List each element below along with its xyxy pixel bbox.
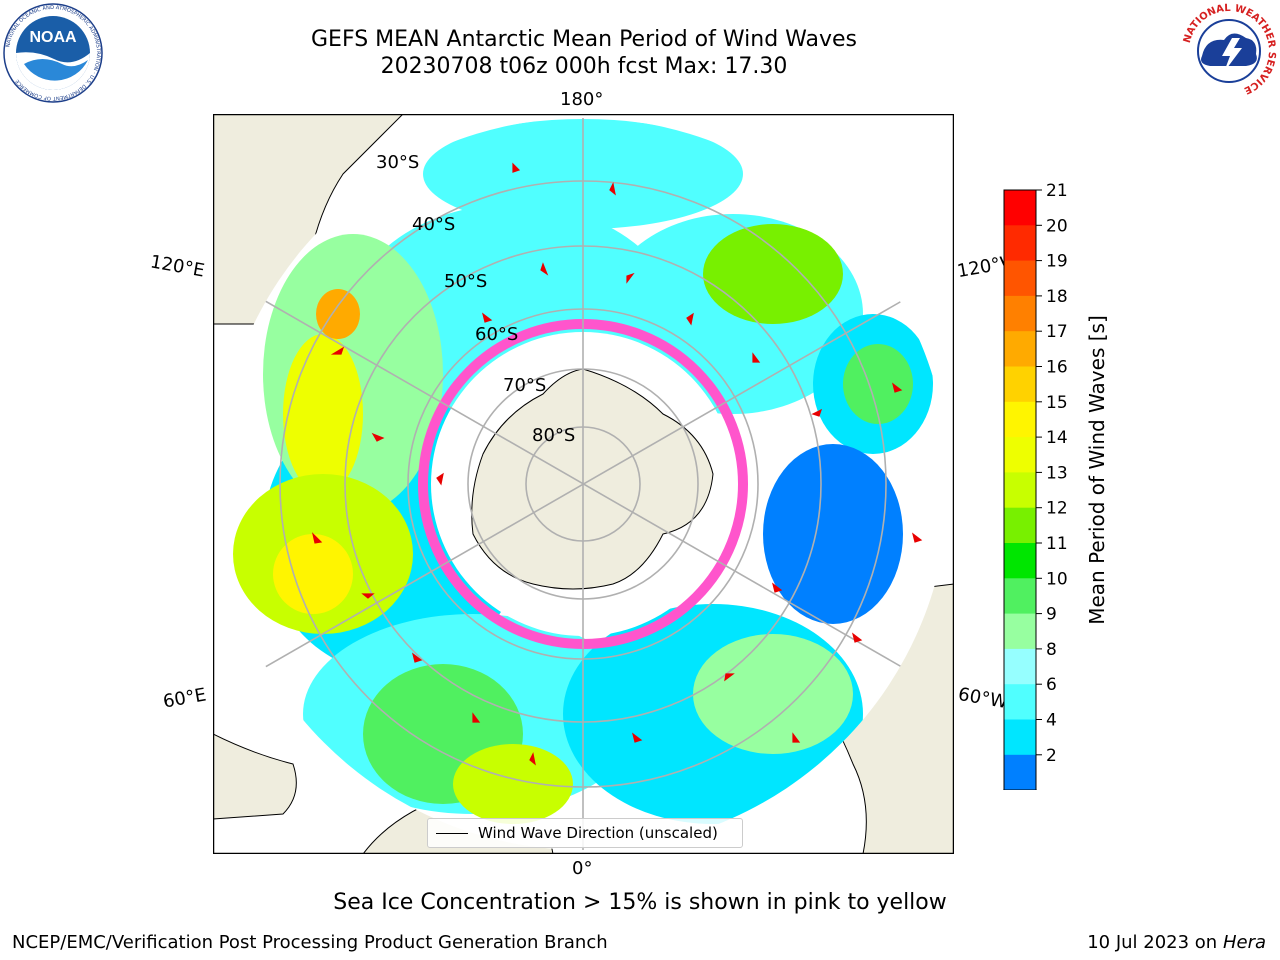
footer-credit: NCEP/EMC/Verification Post Processing Pr… — [12, 932, 608, 953]
lat-label-40s: 40°S — [412, 214, 456, 235]
lat-label-80s: 80°S — [532, 425, 576, 446]
colorbar: 21 20 19 18 17 16 15 14 13 12 11 10 9 8 6 4 2 — [1003, 181, 1068, 790]
colorbar-step — [1004, 684, 1036, 720]
colorbar-title: Mean Period of Wind Waves [s] — [1085, 315, 1109, 625]
colorbar-step — [1004, 543, 1036, 579]
nws-logo: NATIONAL WEATHER SERVICE — [1182, 3, 1277, 98]
map-legend: Wind Wave Direction (unscaled) — [427, 818, 743, 848]
colorbar-step — [1004, 366, 1036, 403]
colorbar-step — [1004, 401, 1036, 438]
chart-title: GEFS MEAN Antarctic Mean Period of Wind … — [311, 27, 857, 52]
colorbar-tick-label: 4 — [1046, 711, 1057, 731]
colorbar-tick-label: 17 — [1046, 322, 1068, 342]
lat-label-50s: 50°S — [444, 271, 488, 292]
noaa-logo: NOAA NATIONAL OCEANIC AND ATMOSPHERIC AD… — [3, 3, 103, 103]
colorbar-tick-label: 18 — [1046, 287, 1068, 307]
colorbar-step — [1004, 613, 1036, 650]
lon-label-left-upper: 120°E — [148, 251, 207, 282]
colorbar-step — [1004, 295, 1036, 332]
svg-text:NOAA: NOAA — [29, 29, 77, 46]
colorbar-tick-label: 14 — [1046, 428, 1068, 448]
footer-date-text: 10 Jul 2023 on — [1087, 932, 1218, 953]
lon-label-left-lower: 60°E — [161, 684, 208, 713]
colorbar-tick-label: 16 — [1046, 358, 1068, 378]
colorbar-step — [1004, 331, 1036, 367]
colorbar-tick-label: 20 — [1046, 216, 1068, 236]
colorbar-step — [1004, 754, 1036, 790]
colorbar-step — [1004, 190, 1036, 226]
colorbar-tick-label: 15 — [1046, 393, 1068, 413]
colorbar-tick-label: 12 — [1046, 499, 1068, 519]
colorbar-tick-label: 6 — [1046, 675, 1057, 695]
colorbar-step — [1004, 260, 1036, 297]
colorbar-step — [1004, 507, 1036, 544]
colorbar-tick-label: 2 — [1046, 746, 1057, 766]
colorbar-tick-label: 19 — [1046, 252, 1068, 272]
colorbar-tick-label: 9 — [1046, 605, 1057, 625]
sea-ice-note: Sea Ice Concentration > 15% is shown in … — [333, 890, 947, 915]
legend-line-swatch — [436, 832, 468, 834]
colorbar-step — [1004, 578, 1036, 615]
colorbar-tick-label: 13 — [1046, 463, 1068, 483]
colorbar-step — [1004, 719, 1036, 756]
footer-machine: Hera — [1222, 932, 1266, 953]
lat-label-30s: 30°S — [376, 152, 420, 173]
lon-label-top: 180° — [560, 89, 604, 110]
colorbar-frame — [1003, 189, 1037, 790]
legend-label: Wind Wave Direction (unscaled) — [478, 824, 718, 842]
footer-date: 10 Jul 2023 on Hera — [1087, 932, 1266, 953]
colorbar-tick-label: 10 — [1046, 569, 1068, 589]
antarctic-map — [213, 114, 954, 854]
colorbar-tick-label: 8 — [1046, 640, 1057, 660]
lon-label-bottom: 0° — [572, 858, 593, 879]
chart-subtitle: 20230708 t06z 000h fcst Max: 17.30 — [380, 54, 788, 79]
lat-label-70s: 70°S — [503, 375, 547, 396]
colorbar-step — [1004, 472, 1036, 509]
colorbar-tick-label: 11 — [1046, 534, 1068, 554]
colorbar-step — [1004, 225, 1036, 262]
colorbar-tick-label: 21 — [1046, 181, 1068, 201]
colorbar-step — [1004, 648, 1036, 685]
colorbar-step — [1004, 437, 1036, 473]
lat-label-60s: 60°S — [475, 324, 519, 345]
